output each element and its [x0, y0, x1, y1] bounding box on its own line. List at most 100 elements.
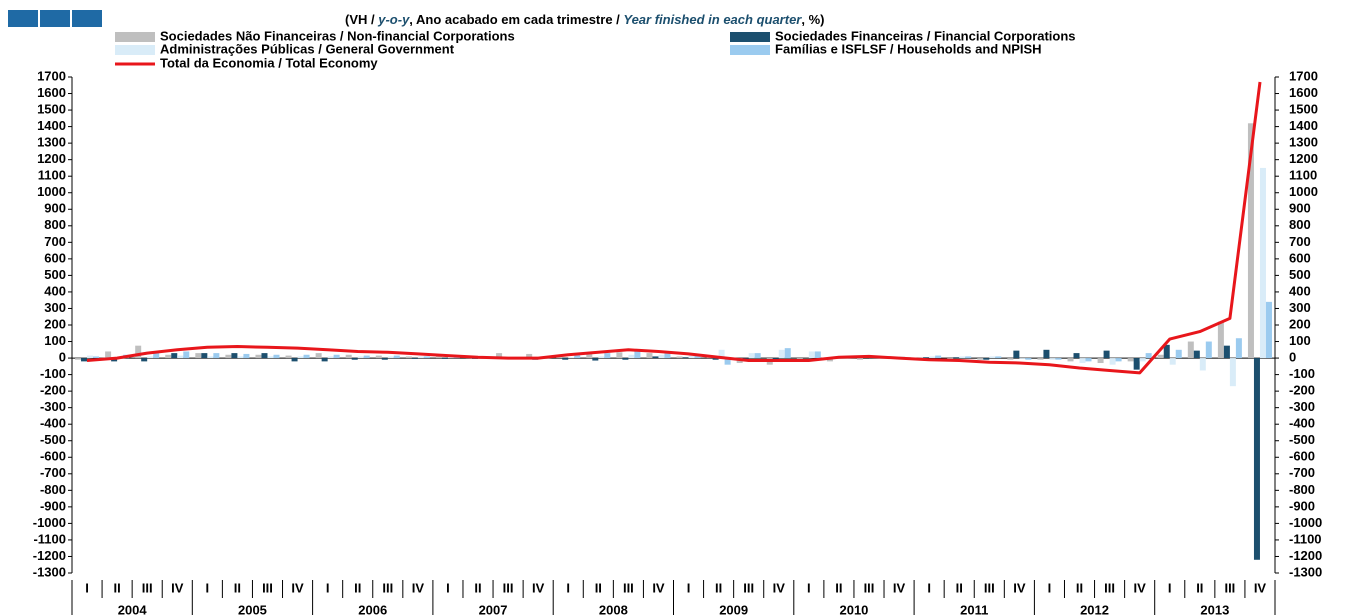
bar [616, 352, 623, 359]
bar [435, 356, 442, 359]
x-tick-label: I [566, 580, 570, 595]
y2-tick-label: -200 [1289, 383, 1315, 398]
y2-tick-label: 1300 [1289, 135, 1318, 150]
year-label: 2006 [358, 602, 387, 615]
y2-tick-label: 1700 [1289, 68, 1318, 83]
bar [171, 353, 178, 359]
bar [1145, 353, 1152, 359]
bar [333, 354, 340, 359]
y-tick-label: 700 [44, 234, 66, 249]
y2-tick-label: 200 [1289, 316, 1311, 331]
bar [676, 356, 683, 359]
legend-label: Administrações Públicas / General Govern… [160, 41, 455, 56]
bar [718, 349, 725, 359]
logo-block [40, 10, 70, 27]
bar [983, 358, 990, 360]
bar [772, 358, 779, 360]
bar [1169, 358, 1176, 365]
y2-tick-label: 400 [1289, 283, 1311, 298]
y-tick-label: 200 [44, 316, 66, 331]
bar [604, 353, 611, 359]
y2-tick-label: -1300 [1289, 564, 1322, 579]
bar [496, 353, 503, 359]
x-tick-label: I [927, 580, 931, 595]
bar [231, 353, 238, 359]
bar [243, 353, 250, 359]
bar [393, 355, 400, 359]
year-label: 2013 [1200, 602, 1229, 615]
y-tick-label: 1200 [37, 151, 66, 166]
bar [1097, 358, 1104, 364]
bar [267, 356, 274, 359]
bar [297, 356, 304, 359]
y2-tick-label: -700 [1289, 465, 1315, 480]
bar [357, 356, 364, 359]
x-tick-label: I [1048, 580, 1052, 595]
bar [959, 356, 966, 359]
x-tick-label: III [503, 580, 514, 595]
y2-tick-label: -600 [1289, 449, 1315, 464]
year-label: 2012 [1080, 602, 1109, 615]
bar [808, 351, 815, 359]
x-tick-label: II [835, 580, 842, 595]
bar [1247, 123, 1254, 359]
y-tick-label: -1300 [33, 564, 66, 579]
bar [1205, 341, 1212, 359]
bar [526, 353, 533, 359]
bar [411, 358, 418, 359]
y-tick-label: -1100 [33, 531, 66, 546]
bar [315, 353, 322, 359]
bar [1079, 358, 1086, 364]
x-tick-label: III [864, 580, 875, 595]
y2-tick-label: -100 [1289, 366, 1315, 381]
bar [568, 357, 575, 359]
logo-block [8, 10, 38, 27]
legend-swatch [115, 32, 155, 42]
x-tick-label: I [206, 580, 210, 595]
bar [87, 355, 94, 359]
x-tick-label: IV [412, 580, 425, 595]
bar [989, 356, 996, 359]
bar [646, 353, 653, 359]
year-label: 2010 [839, 602, 868, 615]
bar [1103, 350, 1110, 359]
bar [1115, 358, 1122, 362]
y2-tick-label: 1200 [1289, 151, 1318, 166]
bar [658, 354, 665, 359]
bar [1265, 301, 1272, 359]
bar [105, 351, 112, 359]
y-tick-label: 400 [44, 283, 66, 298]
bar [1127, 358, 1134, 362]
bar [1259, 167, 1266, 359]
y-tick-label: 0 [59, 350, 66, 365]
y-tick-label: 500 [44, 267, 66, 282]
x-tick-label: III [1104, 580, 1115, 595]
bar [917, 357, 924, 359]
bar [1025, 358, 1032, 360]
x-tick-label: IV [1134, 580, 1147, 595]
legend-label: Sociedades Não Financeiras / Non-financi… [160, 28, 515, 43]
bar [953, 357, 960, 359]
bar [923, 357, 930, 359]
bar [387, 356, 394, 359]
x-tick-label: IV [652, 580, 665, 595]
bar [1085, 358, 1092, 362]
y2-tick-label: 800 [1289, 217, 1311, 232]
bar [754, 353, 761, 359]
bar [261, 353, 268, 359]
bar [592, 358, 599, 361]
y2-tick-label: -900 [1289, 498, 1315, 513]
x-tick-label: IV [532, 580, 545, 595]
year-label: 2009 [719, 602, 748, 615]
bar [1073, 353, 1080, 359]
y2-tick-label: 1100 [1289, 168, 1317, 183]
y-tick-label: 1100 [38, 168, 66, 183]
y2-tick-label: -400 [1289, 416, 1315, 431]
y2-tick-label: 100 [1289, 333, 1311, 348]
x-tick-label: III [984, 580, 995, 595]
x-tick-label: I [687, 580, 691, 595]
bar [195, 353, 202, 359]
y-tick-label: -100 [40, 366, 66, 381]
y-tick-label: -1200 [33, 548, 66, 563]
x-tick-label: II [956, 580, 963, 595]
